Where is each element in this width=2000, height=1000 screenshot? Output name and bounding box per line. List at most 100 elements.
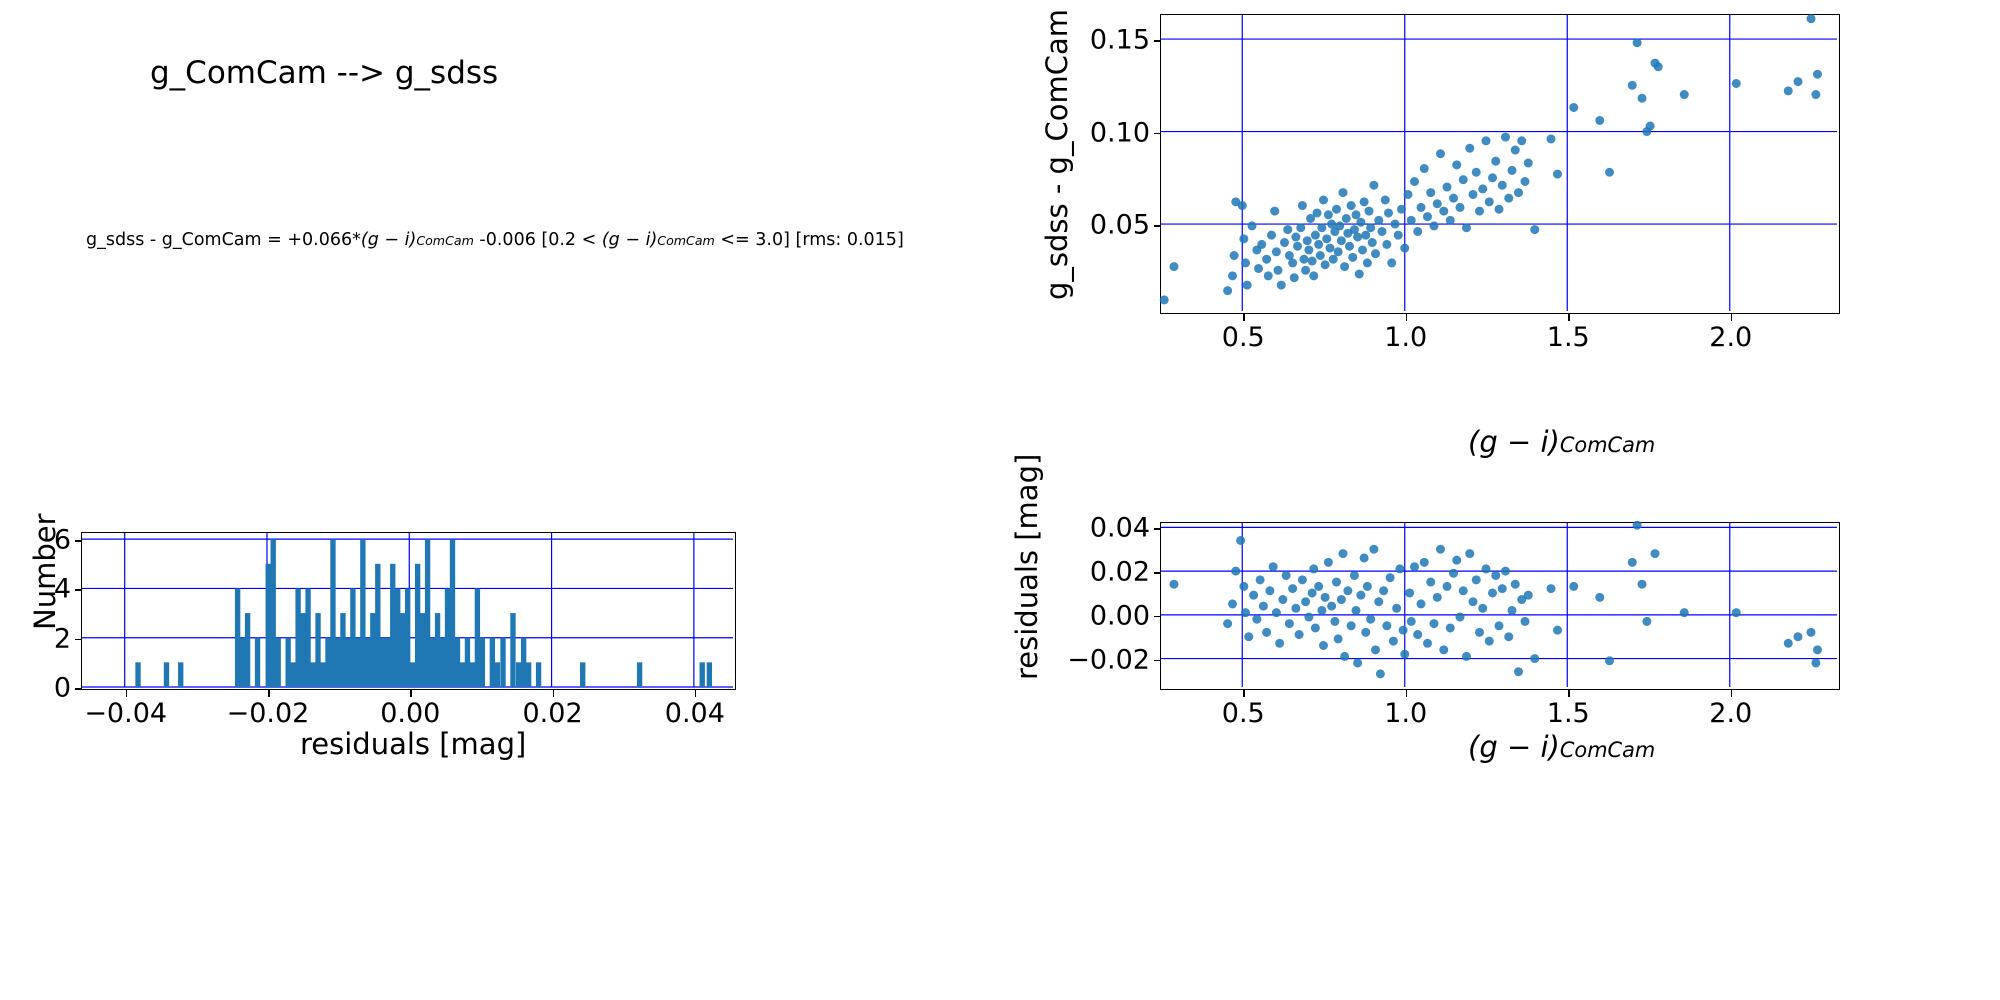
scatter-point [1507,165,1517,175]
scatter-point [1317,605,1327,615]
scatter-point [1356,590,1366,600]
residual-scatter-xlabel: (g − i)ComCam [1468,730,1655,764]
scatter-point [1405,588,1415,598]
scatter-point [1284,251,1294,260]
scatter-point [1310,230,1320,240]
scatter-point [1262,627,1272,637]
scatter-point [1268,562,1278,572]
scatter-point [1653,62,1663,72]
scatter-point [1304,245,1314,255]
scatter-point [1328,254,1338,264]
scatter-point [1351,605,1361,615]
plot-frame [81,532,736,690]
y-tick-label: 0.10 [1089,117,1150,149]
y-tick-mark [75,589,82,592]
scatter-point [1497,180,1507,190]
scatter-point [1239,581,1249,591]
scatter-point [1523,590,1533,600]
histogram-bar [535,662,542,687]
scatter-point [1478,184,1488,194]
scatter-point [1369,180,1379,190]
scatter-point [1312,208,1322,218]
scatter-point [1475,206,1484,216]
scatter-point [1413,630,1423,640]
scatter-point [1458,586,1468,596]
scatter-point [1384,208,1393,218]
scatter-point [1793,77,1803,87]
histogram-bar [178,662,184,687]
scatter-point [1468,189,1478,199]
scatter-point [1241,258,1250,268]
scatter-point [1327,219,1337,229]
scatter-point [1605,167,1614,177]
scatter-point [1423,212,1432,222]
histogram-bar [395,588,401,687]
x-tick-mark [267,690,270,697]
x-tick-mark [1730,690,1733,697]
scatter-point [1478,603,1488,613]
scatter-point [1458,175,1468,185]
y-tick-mark [1154,40,1161,42]
histogram-bar [325,637,331,687]
scatter-point [1228,599,1237,609]
scatter-point [1293,241,1302,251]
scatter-point [1351,210,1361,220]
histogram-bar [516,662,522,687]
scatter-point [1366,614,1376,624]
x-tick-label: 0.04 [664,698,725,729]
x-tick-label: −0.04 [84,698,168,729]
scatter-point [1332,204,1341,214]
scatter-point [1406,215,1416,225]
scatter-point [1362,581,1372,591]
scatter-point [1605,656,1614,666]
scatter-point [1276,280,1286,290]
scatter-point [1507,605,1517,615]
equation-color-subscript: ComCam [416,233,474,248]
histogram-bar [270,539,276,687]
scatter-point [1426,577,1436,587]
scatter-point [1374,215,1384,225]
scatter-point [1275,638,1285,648]
scatter-point [1632,38,1642,48]
scatter-point [1367,238,1377,248]
scatter-point [1302,236,1312,246]
scatter-point [1353,658,1363,668]
scatter-point [1452,555,1462,565]
histogram-bar [340,613,346,687]
histogram-bar [636,662,643,687]
histogram-bar [479,637,486,687]
scatter-point [1488,588,1497,598]
y-tick-label: 0.05 [1089,209,1150,241]
scatter-point [1806,627,1816,637]
scatter-point [1429,619,1439,629]
histogram-bar [370,613,376,687]
histogram-bar [244,613,251,687]
scatter-point [1330,616,1340,626]
scatter-point [1237,201,1247,211]
scatter-point [1236,535,1246,545]
histogram-bar [305,588,311,687]
scatter-point [1228,271,1237,281]
scatter-point [1410,177,1419,186]
scatter-point [1307,588,1317,598]
scatter-point [1413,226,1423,236]
equation-range-end: <= 3.0] [rms: 0.015] [714,230,904,250]
histogram-bar [300,613,306,687]
scatter-point [1297,575,1307,585]
y-tick-label: −0.02 [1067,644,1150,676]
scatter-point [1442,581,1452,591]
xlabel-color-term: (g − i) [1468,730,1560,764]
scatter-point [1530,654,1540,664]
histogram-bar [449,539,456,687]
x-tick-label: 2.0 [1709,322,1753,353]
x-tick-mark [1405,690,1408,697]
scatter-point [1288,584,1298,594]
scatter-point [1336,595,1346,605]
scatter-point [1361,627,1371,637]
scatter-point [1278,595,1288,605]
scatter-point [1494,204,1504,214]
scatter-point [1348,252,1358,262]
scatter-point [1332,577,1341,587]
scatter-point [1319,640,1328,650]
scatter-point [1288,258,1298,268]
